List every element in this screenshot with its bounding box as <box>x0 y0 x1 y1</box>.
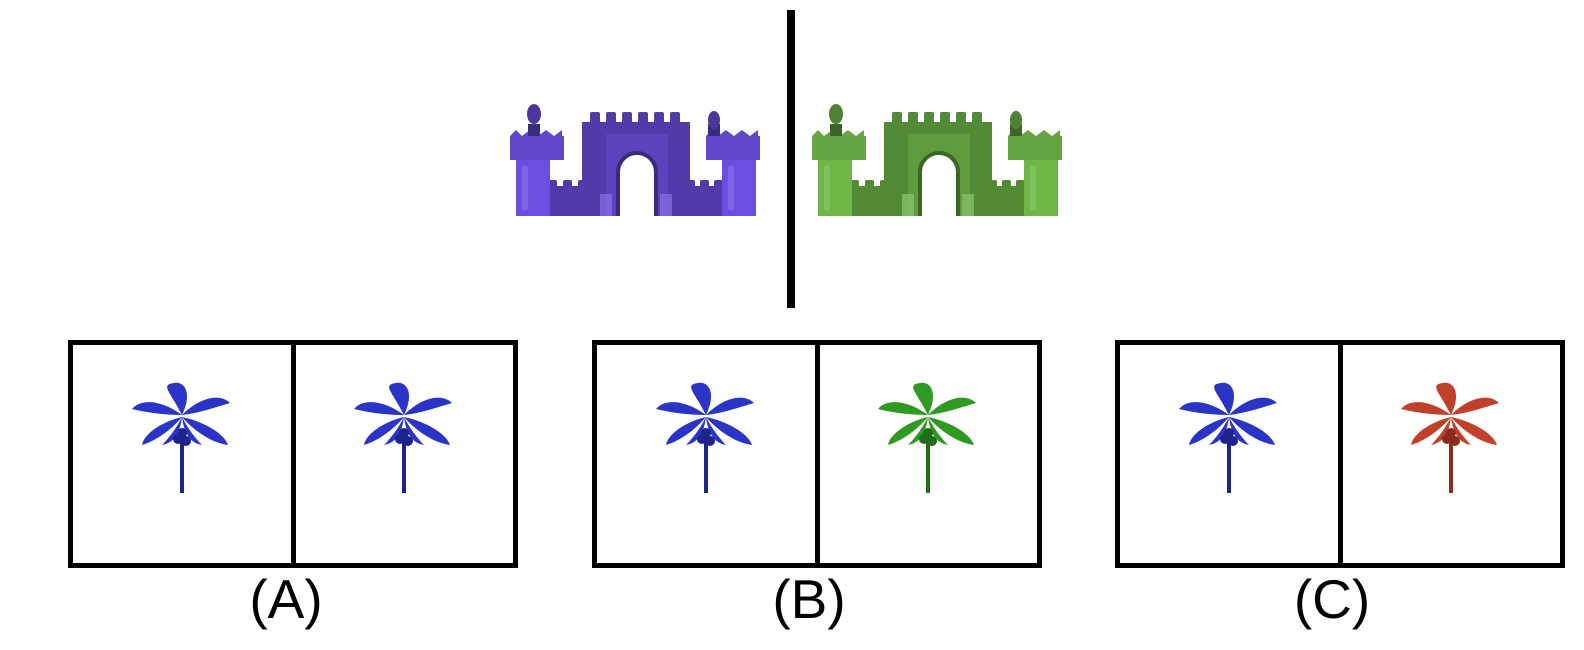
castle-shape <box>510 104 760 216</box>
panel-cell-right <box>814 345 1038 563</box>
palm-tree-left <box>131 382 230 493</box>
palm-tree-right <box>1401 382 1500 493</box>
panel-cell-right <box>1337 345 1561 563</box>
option-panel-c[interactable] <box>1115 340 1565 568</box>
palm-tree-left <box>655 382 754 493</box>
palm-tree-right <box>354 382 453 493</box>
option-panel-a[interactable] <box>68 340 518 568</box>
option-panel-b[interactable] <box>592 340 1042 568</box>
divider-line <box>787 10 795 308</box>
palm-tree-right <box>878 382 977 493</box>
castle-image-right <box>812 104 1062 216</box>
option-label-a: (A) <box>249 568 323 630</box>
panel-cell-left <box>1120 345 1338 563</box>
option-label-c: (C) <box>1293 568 1371 630</box>
panel-cell-right <box>290 345 514 563</box>
castle-shape <box>812 104 1062 216</box>
palm-tree-left <box>1178 382 1277 493</box>
castle-image-left <box>510 104 760 216</box>
panel-cell-left <box>597 345 815 563</box>
option-label-b: (B) <box>772 568 846 630</box>
panel-cell-left <box>73 345 291 563</box>
